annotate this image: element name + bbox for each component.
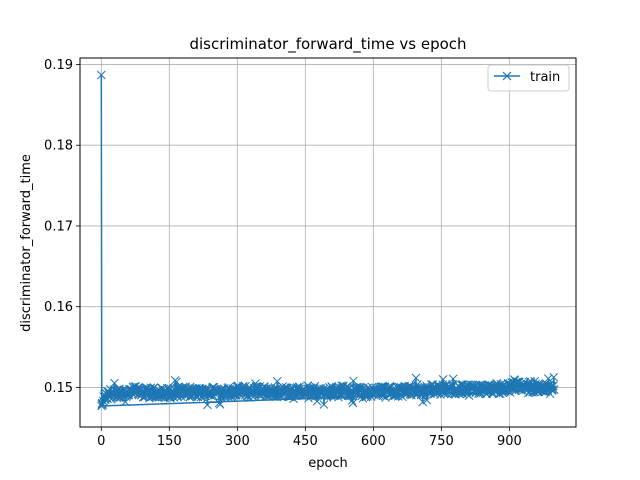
legend: train [487, 64, 570, 92]
data-point-train [548, 385, 557, 394]
y-tick-label: 0.15 [44, 381, 73, 396]
data-point-train [215, 400, 225, 409]
data-point-train [393, 392, 403, 401]
series-layer [96, 70, 559, 411]
data-point-train [422, 395, 432, 405]
x-tick-label: 450 [293, 434, 318, 449]
data-point-train [448, 374, 458, 384]
y-tick-label: 0.16 [44, 300, 73, 315]
data-point-train [474, 389, 483, 398]
data-point-train [348, 398, 358, 408]
y-tick-label: 0.18 [44, 139, 73, 154]
legend-box [487, 64, 570, 92]
data-point-train [96, 70, 106, 80]
data-point-train [319, 400, 329, 409]
chart-title: discriminator_forward_time vs epoch [189, 35, 466, 54]
legend-marker [502, 71, 512, 81]
data-point-train [451, 390, 460, 399]
data-point-train [250, 390, 260, 400]
y-axis-ticks: 0.15 0.16 0.17 0.18 0.19 [44, 58, 80, 396]
data-point-train [347, 396, 357, 405]
data-point-train [146, 383, 156, 393]
data-point-train [97, 401, 106, 411]
plot-frame [79, 57, 577, 428]
y-tick-label: 0.17 [44, 219, 73, 234]
data-point-train [203, 400, 212, 410]
data-point-train [110, 378, 119, 388]
data-point-train [438, 375, 448, 384]
x-axis-ticks: 0 150 300 450 600 750 900 [97, 427, 522, 449]
x-tick-label: 750 [429, 434, 454, 449]
legend-label-train: train [530, 70, 560, 85]
x-tick-label: 0 [97, 434, 105, 449]
y-axis-label: discriminator_forward_time [19, 154, 34, 332]
x-tick-label: 600 [361, 434, 386, 449]
y-tick-label: 0.19 [44, 58, 73, 73]
x-tick-label: 900 [497, 434, 522, 449]
data-point-train [543, 374, 553, 383]
data-point-train [549, 385, 559, 394]
x-axis-label: epoch [308, 456, 348, 471]
data-point-train [549, 372, 559, 382]
x-tick-label: 300 [225, 434, 250, 449]
data-point-train [334, 392, 343, 402]
x-tick-label: 150 [157, 434, 182, 449]
data-point-train [325, 382, 334, 392]
